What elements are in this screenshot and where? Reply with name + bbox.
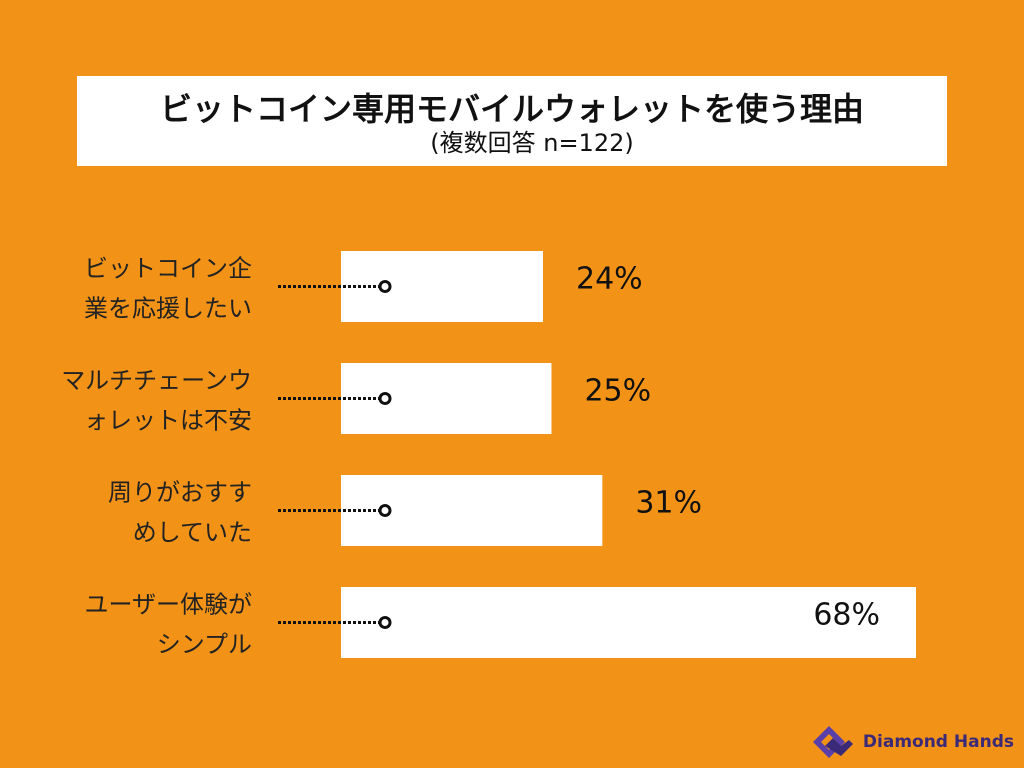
category-label-line: 業を応援したい	[84, 295, 252, 323]
chart-title: ビットコイン専用モバイルウォレットを使う理由	[159, 90, 864, 128]
category-label-line: ユーザー体験が	[84, 591, 252, 619]
leader-marker-1	[378, 280, 392, 293]
value-label-2: 25%	[584, 374, 651, 409]
diamond-hands-logo-icon	[812, 726, 853, 758]
leader-marker-4	[378, 616, 392, 629]
category-label-2: マルチチェーンウォレットは不安	[61, 367, 252, 435]
category-label-3: 周りがおすすめしていた	[108, 479, 252, 547]
category-label-line: ビットコイン企	[84, 255, 252, 283]
value-label-3: 31%	[635, 486, 702, 521]
bar-1	[341, 251, 543, 322]
category-label-line: 周りがおすす	[108, 479, 252, 507]
chart-subtitle: (複数回答 n=122)	[430, 129, 634, 157]
category-label-line: ォレットは不安	[84, 407, 252, 435]
category-label-line: めしていた	[133, 519, 252, 547]
category-label-line: シンプル	[157, 631, 252, 659]
value-label-1: 24%	[576, 262, 643, 297]
leader-marker-3	[378, 504, 392, 517]
leader-marker-2	[378, 392, 392, 405]
category-label-4: ユーザー体験がシンプル	[84, 591, 252, 659]
title-box: ビットコイン専用モバイルウォレットを使う理由 (複数回答 n=122)	[77, 76, 947, 166]
bar-4	[341, 587, 916, 658]
category-label-1: ビットコイン企業を応援したい	[84, 255, 252, 323]
category-label-line: マルチチェーンウ	[61, 367, 252, 395]
brand-name: Diamond Hands	[862, 732, 1014, 752]
value-label-4: 68%	[813, 598, 880, 633]
bar-2	[341, 363, 552, 434]
brand: Diamond Hands	[811, 724, 1014, 760]
